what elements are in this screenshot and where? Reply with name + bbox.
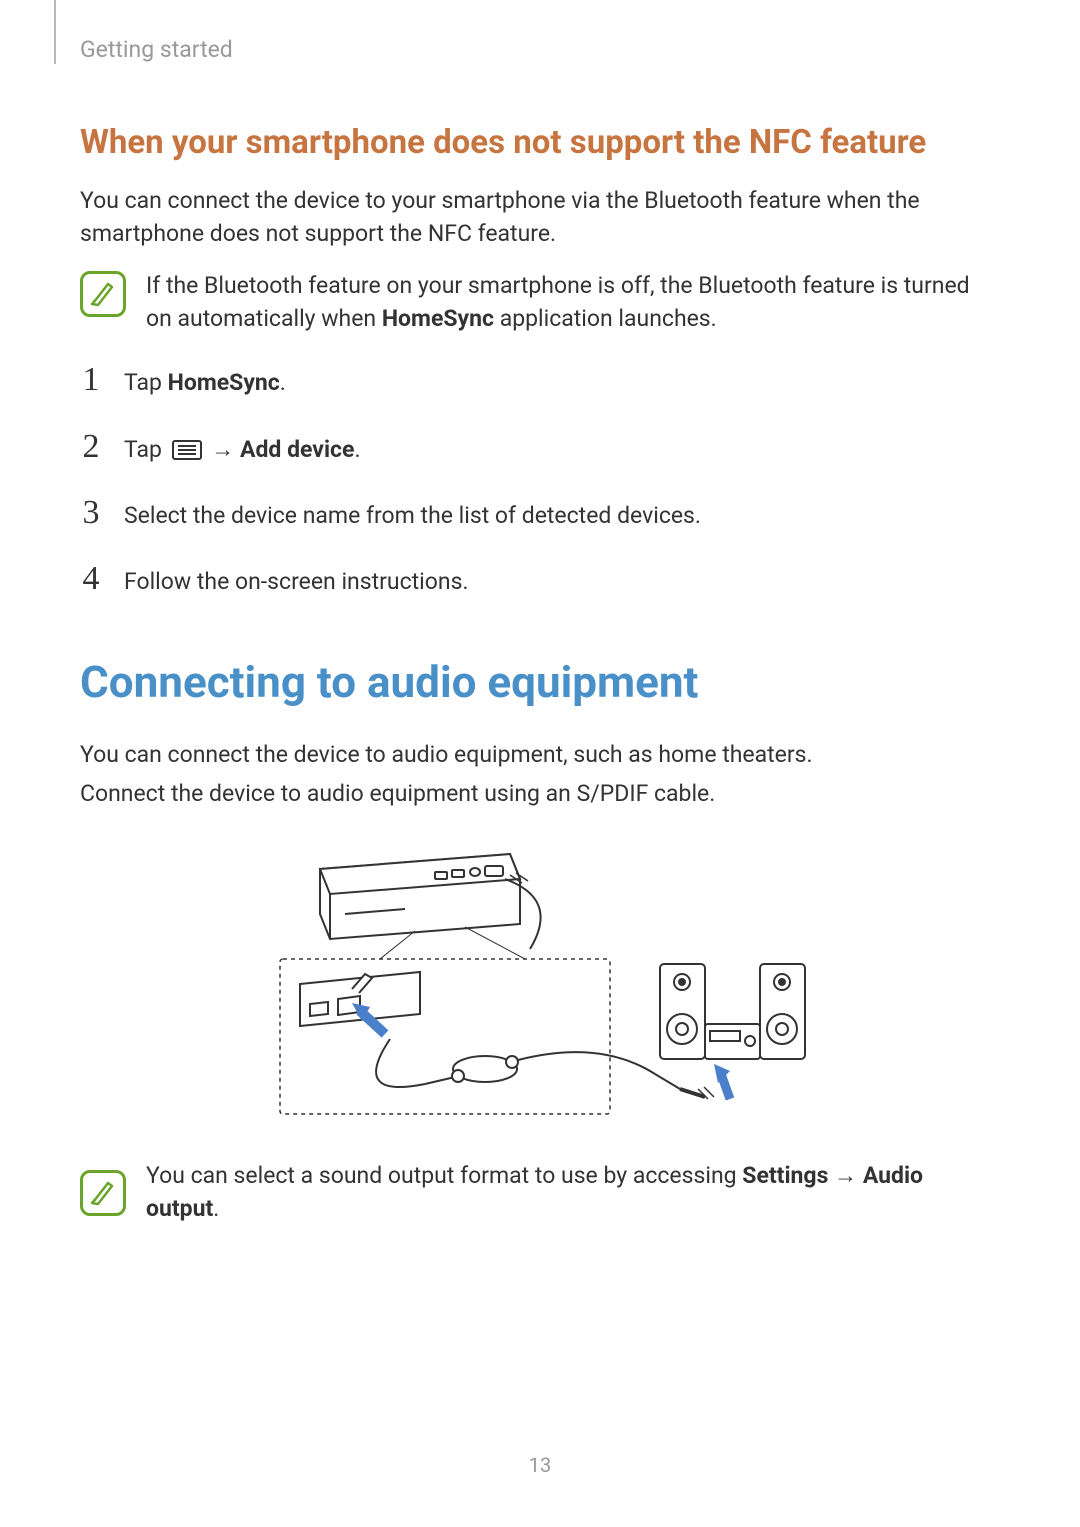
step-number: 1 [80,361,102,399]
note-icon [80,271,126,317]
step-4: 4 Follow the on-screen instructions. [80,560,1000,598]
note-text: If the Bluetooth feature on your smartph… [146,269,1000,336]
note2-pre: You can select a sound output format to … [146,1162,742,1189]
note-icon [80,1170,126,1216]
step-1-post: . [280,369,286,396]
note-audio-output: You can select a sound output format to … [80,1159,1000,1226]
note-text: You can select a sound output format to … [146,1159,1000,1226]
menu-icon [172,440,202,460]
nfc-steps-list: 1 Tap HomeSync. 2 Tap → Add device. 3 Se… [80,361,1000,598]
step-text: Tap → Add device. [124,434,361,466]
note-bluetooth: If the Bluetooth feature on your smartph… [80,269,1000,336]
step-2-bold: Add device [240,436,354,463]
step-2-pre: Tap [124,436,168,463]
note-text-bold: HomeSync [382,305,494,332]
nfc-intro-paragraph: You can connect the device to your smart… [80,184,1000,251]
step-number: 3 [80,494,102,532]
audio-para-2: Connect the device to audio equipment us… [80,777,1000,810]
step-text: Follow the on-screen instructions. [124,566,469,598]
step-text: Tap HomeSync. [124,367,286,399]
step-2: 2 Tap → Add device. [80,428,1000,466]
audio-connection-diagram [80,839,1000,1119]
note2-bold1: Settings [742,1162,828,1189]
section-heading-nfc: When your smartphone does not support th… [80,123,1000,162]
step-1: 1 Tap HomeSync. [80,361,1000,399]
step-1-bold: HomeSync [168,369,280,396]
step-number: 4 [80,560,102,598]
step-1-pre: Tap [124,369,168,396]
step-2-post: . [354,436,360,463]
section-heading-audio: Connecting to audio equipment [80,656,1000,708]
step-3: 3 Select the device name from the list o… [80,494,1000,532]
page-number: 13 [0,1453,1080,1477]
note-text-post: application launches. [494,305,717,332]
step-2-arrow: → [206,436,240,463]
step-number: 2 [80,428,102,466]
note2-post: . [213,1195,219,1222]
audio-para-1: You can connect the device to audio equi… [80,738,1000,771]
step-text: Select the device name from the list of … [124,500,701,532]
breadcrumb: Getting started [80,36,1000,63]
note2-arrow: → [828,1162,862,1189]
